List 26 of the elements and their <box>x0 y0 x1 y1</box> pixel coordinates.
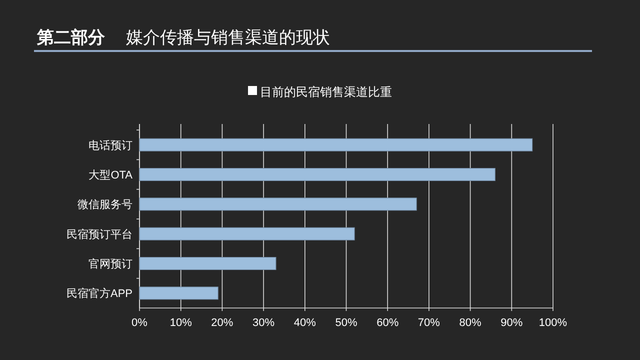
bar <box>139 198 417 211</box>
bar <box>139 168 496 182</box>
y-tick-label: 官网预订 <box>88 258 132 270</box>
y-tick-label: 民宿官方APP <box>66 287 132 300</box>
y-tick-label: 微信服务号 <box>78 199 132 212</box>
x-tick-label: 20% <box>211 317 234 329</box>
bar <box>139 256 276 270</box>
text: 目前的民宿销售渠道比重 <box>260 85 392 99</box>
x-tick-label: 70% <box>418 317 440 329</box>
bar <box>139 286 218 300</box>
y-tick-label: 民宿预订平台 <box>66 228 132 241</box>
x-tick-label: 10% <box>170 317 192 329</box>
x-tick-label: 30% <box>252 317 275 329</box>
bar <box>139 138 533 152</box>
y-tick-label: 大型OTA <box>88 168 134 182</box>
x-tick-label: 40% <box>294 317 316 329</box>
x-tick-label: 60% <box>376 317 399 329</box>
y-tick-label: 电话预订 <box>88 138 132 152</box>
x-tick-label: 100% <box>538 317 568 329</box>
x-tick-label: 80% <box>459 317 482 329</box>
bar <box>139 227 355 240</box>
chart-title: 第二部分 <box>36 28 106 47</box>
x-tick-label: 90% <box>500 317 523 329</box>
x-tick-label: 50% <box>335 317 358 329</box>
chart-subtitle: 媒介传播与销售渠道的现状 <box>126 28 330 47</box>
x-tick-label: 0% <box>132 317 148 329</box>
